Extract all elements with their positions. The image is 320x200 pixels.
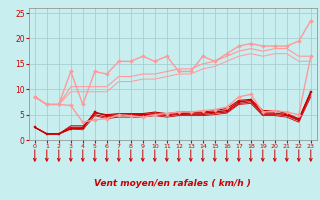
Text: Vent moyen/en rafales ( km/h ): Vent moyen/en rafales ( km/h ): [94, 180, 251, 188]
